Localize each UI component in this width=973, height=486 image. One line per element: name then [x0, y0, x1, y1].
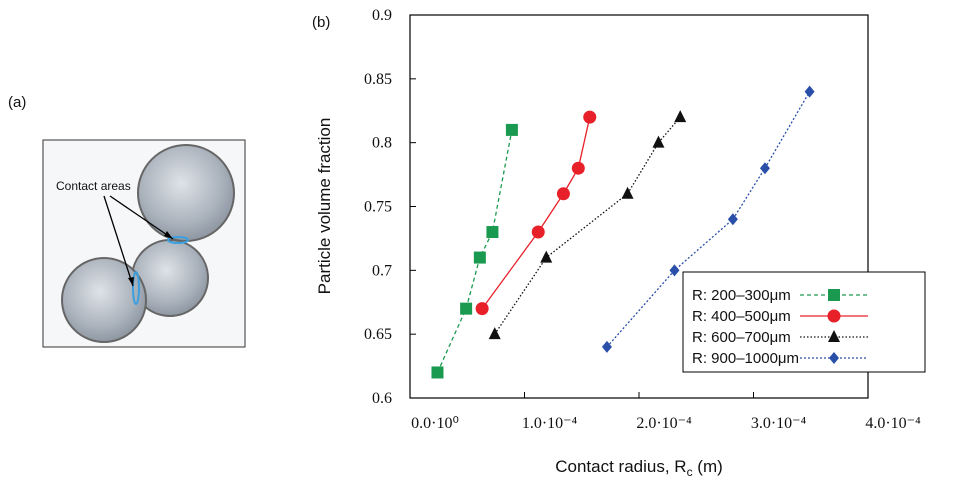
particle-image: [42, 139, 246, 348]
marker: [505, 123, 518, 136]
marker: [488, 327, 501, 340]
x-tick-label: 4.0·10⁻⁴: [865, 415, 921, 432]
marker: [727, 213, 738, 226]
marker: [804, 85, 815, 98]
legend-label: R: 600–700μm: [692, 329, 791, 346]
legend-box: [682, 271, 926, 373]
marker: [669, 264, 680, 277]
marker: [828, 330, 840, 342]
y-tick-label: 0.8: [372, 135, 392, 152]
marker: [571, 161, 585, 175]
annotation: Contact areas: [56, 179, 131, 193]
x-title-part: (m): [693, 457, 723, 476]
y-tick-label: 0.6: [372, 390, 392, 407]
marker: [652, 135, 665, 148]
marker: [431, 366, 444, 379]
x-tick-label: 2.0·10⁻⁴: [636, 415, 692, 432]
marker: [674, 110, 687, 123]
y-tick-label: 0.9: [372, 7, 392, 24]
y-tick-label: 0.85: [364, 71, 392, 88]
series-line: [481, 116, 591, 310]
marker: [486, 226, 499, 239]
marker: [473, 251, 486, 264]
marker: [601, 340, 612, 353]
y-tick-label: 0.7: [372, 262, 392, 279]
x-title-part: Contact radius, R: [555, 457, 686, 476]
marker: [531, 225, 545, 239]
y-axis-title: Particle volume fraction: [315, 118, 334, 295]
y-tick-label: 0.65: [364, 326, 392, 343]
x-axis-title: Contact radius, Rc (m): [555, 457, 723, 479]
marker: [621, 186, 634, 199]
series-line: [606, 91, 811, 348]
marker: [475, 302, 489, 316]
legend-label: R: 400–500μm: [692, 308, 791, 325]
series-line: [436, 129, 513, 373]
marker: [829, 352, 839, 364]
marker: [828, 289, 840, 301]
x-title-subscript: c: [687, 465, 693, 479]
marker: [583, 110, 597, 124]
marker: [460, 302, 473, 315]
panel-label: (a): [8, 94, 26, 111]
panel-label: (b): [312, 14, 330, 31]
x-tick-label: 0.0·10⁰: [411, 415, 459, 432]
x-tick-label: 3.0·10⁻⁴: [751, 415, 807, 432]
marker: [556, 187, 570, 201]
y-tick-label: 0.75: [364, 199, 392, 216]
legend-label: R: 200–300μm: [692, 287, 791, 304]
marker: [827, 309, 841, 323]
series-line: [494, 116, 681, 335]
marker: [759, 162, 770, 175]
legend-label: R: 900–1000μm: [692, 350, 799, 367]
marker: [540, 250, 553, 263]
x-tick-label: 1.0·10⁻⁴: [522, 415, 578, 432]
